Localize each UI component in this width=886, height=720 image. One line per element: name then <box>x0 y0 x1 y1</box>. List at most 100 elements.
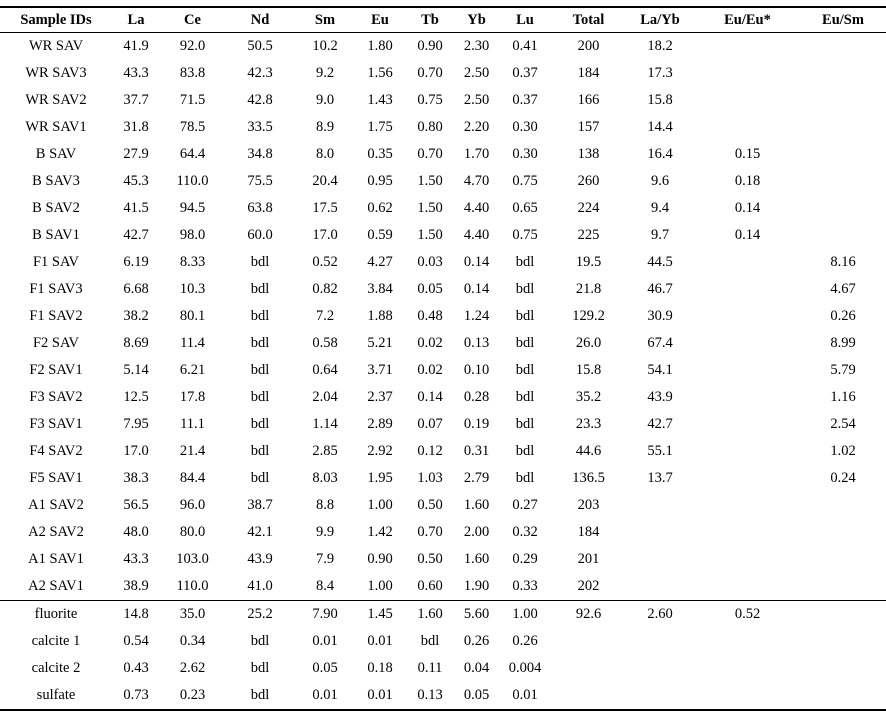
sample-id-cell: F1 SAV <box>32 254 80 270</box>
value-cell: 0.18 <box>734 173 761 189</box>
value-cell: 98.0 <box>179 227 206 243</box>
value-cell: 225 <box>577 227 600 243</box>
value-cell: 110.0 <box>176 173 209 189</box>
value-cell: bdl <box>250 443 270 459</box>
value-cell: 0.14 <box>417 389 443 405</box>
value-cell: 2.30 <box>463 38 490 54</box>
value-cell <box>625 573 695 601</box>
value-cell: bdl <box>250 362 270 378</box>
value-cell: 0.64 <box>312 362 338 378</box>
value-cell: 0.004 <box>508 660 542 676</box>
value-cell: 9.9 <box>315 524 335 540</box>
table-row: WR SAV2 37.7 71.5 42.8 9.0 1.43 0.75 2.50 0.37 16… <box>0 87 886 114</box>
value-cell: 42.8 <box>247 92 273 108</box>
value-cell: 0.07 <box>417 416 443 432</box>
value-cell <box>625 682 695 710</box>
value-cell: 1.60 <box>463 497 490 513</box>
value-cell: 0.03 <box>417 254 443 270</box>
value-cell: 17.0 <box>312 227 338 243</box>
value-cell: 21.4 <box>179 443 206 459</box>
value-cell: bdl <box>250 335 270 351</box>
value-cell: 7.95 <box>123 416 149 432</box>
value-cell: 0.14 <box>463 254 490 270</box>
value-cell <box>800 573 886 601</box>
sample-id-cell: A1 SAV2 <box>28 497 84 513</box>
value-cell: 203 <box>577 497 600 513</box>
value-cell: 0.02 <box>417 362 443 378</box>
value-cell: 1.60 <box>463 551 490 567</box>
value-cell: 56.5 <box>123 497 149 513</box>
value-cell: 17.3 <box>647 65 673 81</box>
value-cell: 0.01 <box>312 687 338 703</box>
value-cell <box>695 492 800 519</box>
column-header: Eu/Eu* <box>724 11 771 28</box>
value-cell: 3.71 <box>367 362 393 378</box>
value-cell: 1.80 <box>367 38 393 54</box>
value-cell: 43.3 <box>123 551 149 567</box>
value-cell: 0.54 <box>123 633 149 649</box>
value-cell: 42.7 <box>123 227 149 243</box>
value-cell: 8.9 <box>315 119 335 135</box>
value-cell: 6.19 <box>123 254 149 270</box>
value-cell: 1.24 <box>463 308 490 324</box>
value-cell: 0.73 <box>123 687 149 703</box>
table-row: sulfate 0.73 0.23 bdl 0.01 0.01 0.13 0.05 0.01 <box>0 682 886 710</box>
value-cell: 2.85 <box>312 443 338 459</box>
value-cell: 0.01 <box>367 687 393 703</box>
value-cell: 0.24 <box>830 470 856 486</box>
value-cell: 0.13 <box>463 335 490 351</box>
value-cell <box>552 682 625 710</box>
value-cell: 2.60 <box>625 600 695 628</box>
value-cell: 0.14 <box>734 227 761 243</box>
sample-id-cell: A2 SAV1 <box>28 578 84 594</box>
value-cell: 136.5 <box>572 470 605 486</box>
value-cell: 2.79 <box>463 470 490 486</box>
value-cell: 4.70 <box>463 173 490 189</box>
sample-id-cell: WR SAV2 <box>25 92 87 108</box>
value-cell: 0.12 <box>417 443 443 459</box>
value-cell: 1.50 <box>417 200 443 216</box>
table-row: F2 SAV 8.69 11.4 bdl 0.58 5.21 0.02 0.13 bdl 26.0… <box>0 330 886 357</box>
value-cell: 9.4 <box>650 200 670 216</box>
value-cell: 14.8 <box>112 600 160 628</box>
value-cell: 0.28 <box>463 389 490 405</box>
table-row: F1 SAV2 38.2 80.1 bdl 7.2 1.88 0.48 1.24 bdl 129.… <box>0 303 886 330</box>
value-cell <box>695 411 800 438</box>
value-cell <box>800 60 886 87</box>
column-header: Sm <box>314 11 336 28</box>
value-cell: 44.5 <box>647 254 673 270</box>
value-cell: 4.40 <box>463 227 490 243</box>
value-cell <box>800 195 886 222</box>
value-cell: 9.2 <box>315 65 335 81</box>
value-cell: bdl <box>515 308 535 324</box>
value-cell: 1.88 <box>367 308 393 324</box>
value-cell: 7.90 <box>295 600 355 628</box>
value-cell <box>695 682 800 710</box>
value-cell: 1.00 <box>367 497 393 513</box>
value-cell: 4.27 <box>367 254 393 270</box>
value-cell: 0.70 <box>417 65 443 81</box>
value-cell: 23.3 <box>575 416 602 432</box>
value-cell: 0.70 <box>417 524 443 540</box>
sample-id-cell: F3 SAV2 <box>29 389 83 405</box>
value-cell: 50.5 <box>247 38 273 54</box>
value-cell: 9.7 <box>650 227 670 243</box>
sample-id-cell: WR SAV <box>28 38 84 54</box>
value-cell: 0.01 <box>312 633 338 649</box>
value-cell <box>695 276 800 303</box>
sample-id-cell: calcite 2 <box>31 660 81 676</box>
sample-id-cell: fluorite <box>0 600 112 628</box>
sample-id-cell: B SAV <box>35 146 77 162</box>
value-cell: 1.56 <box>367 65 393 81</box>
value-cell: 2.37 <box>367 389 393 405</box>
value-cell: 200 <box>577 38 600 54</box>
value-cell <box>625 546 695 573</box>
value-cell: 25.2 <box>225 600 295 628</box>
value-cell <box>800 168 886 195</box>
value-cell: 0.15 <box>734 146 761 162</box>
value-cell: 19.5 <box>575 254 602 270</box>
value-cell: 2.00 <box>463 524 490 540</box>
value-cell: 17.8 <box>179 389 206 405</box>
value-cell <box>625 492 695 519</box>
value-cell: 103.0 <box>176 551 209 567</box>
